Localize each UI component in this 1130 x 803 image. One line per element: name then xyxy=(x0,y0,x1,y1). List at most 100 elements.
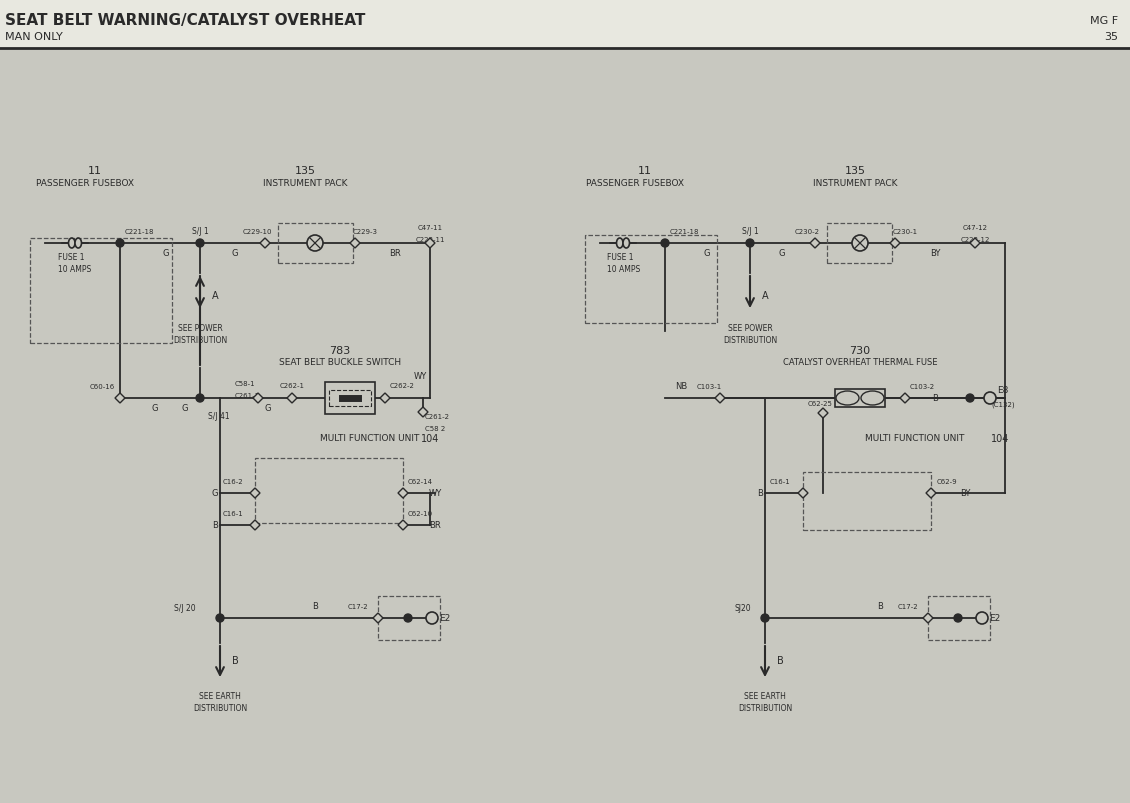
Text: G: G xyxy=(182,404,189,413)
Text: BY: BY xyxy=(930,249,940,259)
Text: C223-11: C223-11 xyxy=(415,237,445,243)
Text: CATALYST OVERHEAT THERMAL FUSE: CATALYST OVERHEAT THERMAL FUSE xyxy=(783,358,937,367)
Polygon shape xyxy=(253,393,263,403)
Text: 135: 135 xyxy=(295,165,315,176)
Circle shape xyxy=(984,393,996,405)
Text: S/J 1: S/J 1 xyxy=(741,226,758,235)
Text: E2: E2 xyxy=(990,613,1001,622)
Polygon shape xyxy=(970,238,980,249)
Text: C221-18: C221-18 xyxy=(670,229,699,234)
Text: C47-12: C47-12 xyxy=(963,225,988,230)
Bar xyxy=(255,459,403,524)
Text: S/J 41: S/J 41 xyxy=(208,412,229,421)
Bar xyxy=(31,238,172,344)
Bar xyxy=(0,0,1130,49)
Text: 10 AMPS: 10 AMPS xyxy=(58,265,92,274)
Text: B: B xyxy=(877,601,883,611)
Text: SEAT BELT WARNING/CATALYST OVERHEAT: SEAT BELT WARNING/CATALYST OVERHEAT xyxy=(5,14,365,28)
Ellipse shape xyxy=(69,238,75,249)
Bar xyxy=(835,389,885,407)
Circle shape xyxy=(966,394,974,402)
Polygon shape xyxy=(250,488,260,499)
Text: C103-1: C103-1 xyxy=(697,384,722,389)
Circle shape xyxy=(426,612,438,624)
Text: WY: WY xyxy=(414,372,427,381)
Polygon shape xyxy=(250,520,260,530)
Circle shape xyxy=(976,612,988,624)
Text: INSTRUMENT PACK: INSTRUMENT PACK xyxy=(812,178,897,187)
Text: C17-2: C17-2 xyxy=(897,603,918,609)
Text: PASSENGER FUSEBOX: PASSENGER FUSEBOX xyxy=(36,178,134,187)
Text: DISTRIBUTION: DISTRIBUTION xyxy=(173,336,227,345)
Text: E8: E8 xyxy=(998,386,1009,395)
Text: 10 AMPS: 10 AMPS xyxy=(607,265,641,274)
Ellipse shape xyxy=(75,238,81,249)
Polygon shape xyxy=(380,393,390,403)
Text: G: G xyxy=(211,489,218,498)
Polygon shape xyxy=(715,393,725,403)
Polygon shape xyxy=(899,393,910,403)
Polygon shape xyxy=(923,613,933,623)
Text: WY: WY xyxy=(428,489,442,498)
Text: C230-2: C230-2 xyxy=(796,229,820,234)
Text: C62-9: C62-9 xyxy=(937,479,957,484)
Circle shape xyxy=(746,240,754,247)
Text: 11: 11 xyxy=(638,165,652,176)
Text: C17-2: C17-2 xyxy=(347,603,368,609)
Circle shape xyxy=(954,614,962,622)
Text: C16-1: C16-1 xyxy=(770,479,790,484)
Circle shape xyxy=(661,240,669,247)
Text: C261-2: C261-2 xyxy=(425,414,450,419)
Polygon shape xyxy=(890,238,899,249)
Polygon shape xyxy=(287,393,297,403)
Text: G: G xyxy=(264,404,271,413)
Circle shape xyxy=(307,236,323,251)
Text: FUSE 1: FUSE 1 xyxy=(58,253,85,262)
Text: MAN ONLY: MAN ONLY xyxy=(5,32,63,42)
Bar xyxy=(803,472,931,530)
Text: C262-1: C262-1 xyxy=(280,382,305,389)
Text: G: G xyxy=(232,249,238,259)
Text: G: G xyxy=(779,249,785,259)
Text: SEE EARTH: SEE EARTH xyxy=(199,691,241,701)
Ellipse shape xyxy=(836,392,859,406)
Text: 104: 104 xyxy=(991,434,1009,443)
Polygon shape xyxy=(810,238,820,249)
Text: INSTRUMENT PACK: INSTRUMENT PACK xyxy=(263,178,347,187)
Bar xyxy=(325,382,375,414)
Bar xyxy=(278,224,353,263)
Text: B: B xyxy=(232,655,238,665)
Text: C221-18: C221-18 xyxy=(125,229,155,234)
Polygon shape xyxy=(260,238,270,249)
Text: C229-3: C229-3 xyxy=(353,229,379,234)
Ellipse shape xyxy=(623,238,629,249)
Circle shape xyxy=(405,614,412,622)
Text: C60-16: C60-16 xyxy=(89,384,115,389)
Text: G: G xyxy=(704,249,711,259)
Text: C261-1: C261-1 xyxy=(235,393,260,398)
Circle shape xyxy=(195,240,205,247)
Polygon shape xyxy=(425,238,435,249)
Circle shape xyxy=(852,236,868,251)
Polygon shape xyxy=(398,488,408,499)
Text: C58-1: C58-1 xyxy=(235,381,255,386)
Text: E2: E2 xyxy=(440,613,451,622)
Text: FUSE 1: FUSE 1 xyxy=(607,253,634,262)
Circle shape xyxy=(195,394,205,402)
Text: 104: 104 xyxy=(420,434,440,443)
Text: SEAT BELT BUCKLE SWITCH: SEAT BELT BUCKLE SWITCH xyxy=(279,358,401,367)
Bar xyxy=(585,236,718,324)
Circle shape xyxy=(116,240,124,247)
Ellipse shape xyxy=(861,392,884,406)
Text: C62-10: C62-10 xyxy=(408,511,433,516)
Text: 783: 783 xyxy=(329,345,350,356)
Text: B: B xyxy=(776,655,783,665)
Text: 35: 35 xyxy=(1104,32,1118,42)
Text: S/J 1: S/J 1 xyxy=(192,226,208,235)
Polygon shape xyxy=(350,238,360,249)
Text: SEE POWER: SEE POWER xyxy=(177,324,223,333)
Text: B: B xyxy=(757,489,763,498)
Text: C16-1: C16-1 xyxy=(223,511,243,516)
Bar xyxy=(928,597,990,640)
Text: C47-11: C47-11 xyxy=(417,225,443,230)
